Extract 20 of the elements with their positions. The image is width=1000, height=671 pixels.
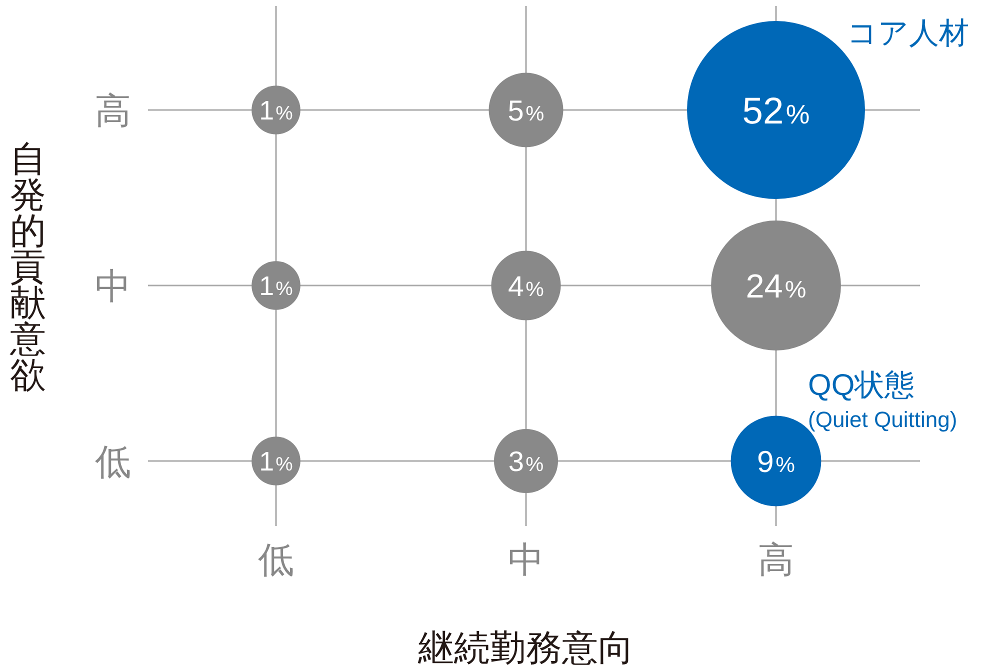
x-axis-title: 継続勤務意向 [418, 627, 634, 668]
cell-label: 52% [742, 89, 810, 132]
annotation: QQ状態 [808, 369, 915, 402]
cell-label: 9% [757, 446, 795, 479]
cell-label: 1% [259, 446, 293, 477]
cell-label: 1% [259, 96, 293, 126]
x-tick-label: 低 [258, 539, 294, 580]
cell-label: 4% [508, 270, 544, 303]
cell-label: 24% [746, 268, 806, 306]
annotation: コア人材 [847, 17, 969, 50]
y-tick-label: 低 [95, 441, 131, 482]
y-tick-label: 中 [95, 266, 131, 306]
cell-label: 1% [259, 271, 293, 302]
x-tick-label: 中 [508, 539, 544, 580]
annotation: (Quiet Quitting) [808, 407, 958, 432]
y-axis-title: 自発的貢献意欲 [10, 138, 46, 395]
x-tick-label: 高 [758, 539, 794, 580]
cell-label: 3% [508, 446, 544, 478]
cell-label: 5% [508, 95, 544, 128]
y-tick-label: 高 [95, 90, 131, 131]
